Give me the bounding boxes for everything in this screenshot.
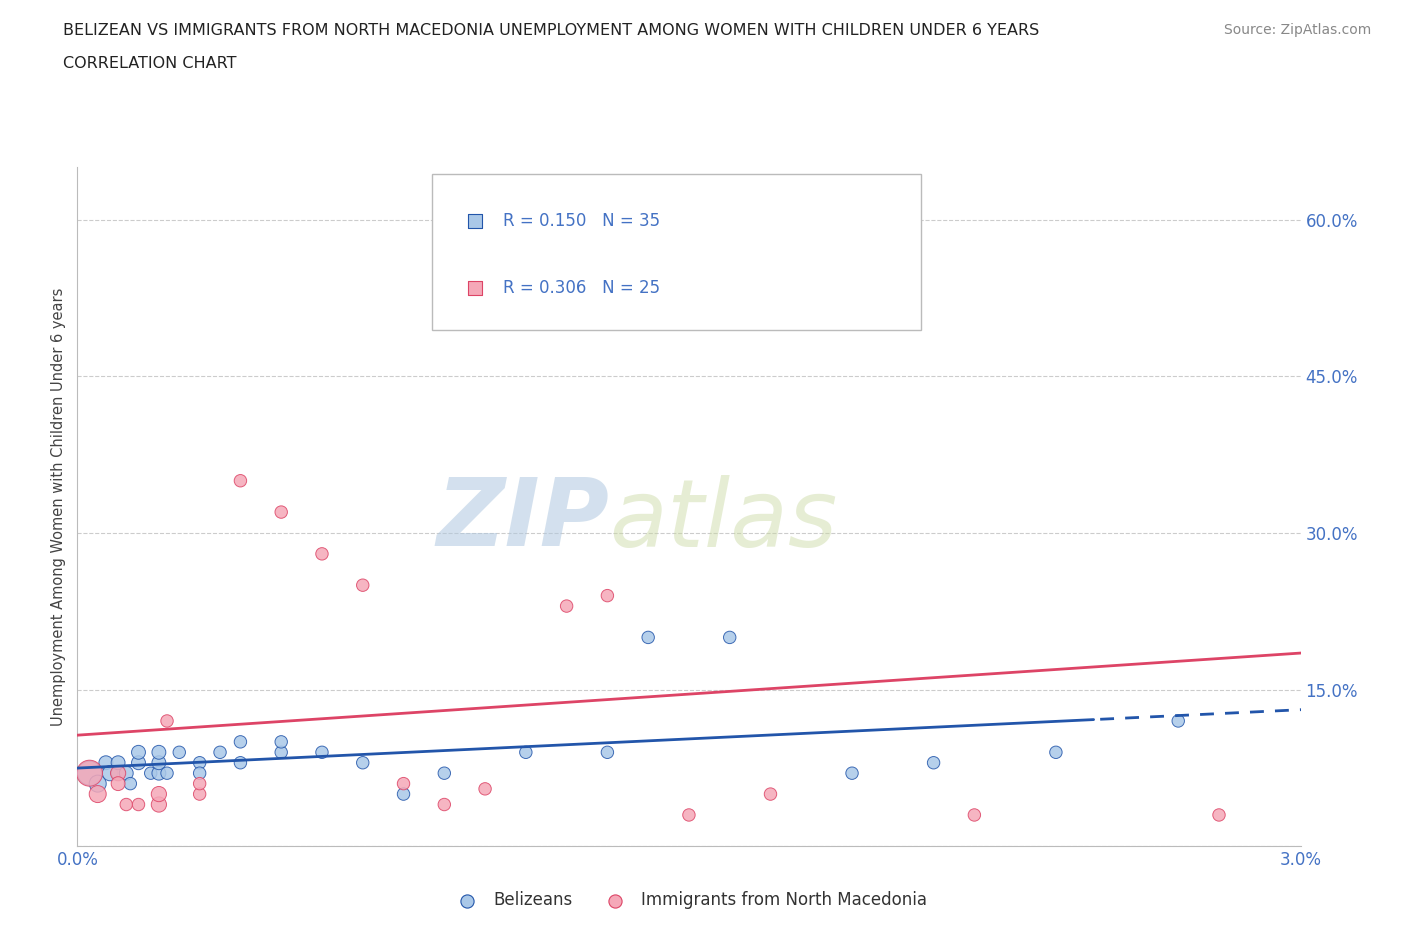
Point: [963, 807, 986, 822]
Text: BELIZEAN VS IMMIGRANTS FROM NORTH MACEDONIA UNEMPLOYMENT AMONG WOMEN WITH CHILDR: BELIZEAN VS IMMIGRANTS FROM NORTH MACEDO…: [63, 23, 1039, 38]
Point: [1167, 713, 1189, 728]
Point: [433, 765, 456, 780]
Point: [270, 505, 292, 520]
Point: [270, 735, 292, 750]
Point: [188, 765, 211, 780]
Y-axis label: Unemployment Among Women with Children Under 6 years: Unemployment Among Women with Children U…: [51, 287, 66, 726]
Point: [229, 735, 252, 750]
Point: [128, 745, 150, 760]
Point: [555, 599, 578, 614]
Point: [115, 765, 138, 780]
Point: [311, 547, 333, 562]
Point: [188, 755, 211, 770]
Point: [474, 781, 496, 796]
Point: [148, 787, 170, 802]
Point: [156, 713, 179, 728]
Point: [392, 777, 415, 791]
Point: [229, 473, 252, 488]
Point: [515, 745, 537, 760]
Point: [156, 765, 179, 780]
Point: [841, 264, 863, 279]
Point: [107, 765, 129, 780]
Point: [148, 745, 170, 760]
Point: [311, 745, 333, 760]
Point: [148, 797, 170, 812]
Point: [209, 745, 232, 760]
Point: [120, 777, 142, 791]
Point: [94, 755, 117, 770]
Text: CORRELATION CHART: CORRELATION CHART: [63, 56, 236, 71]
Point: [1045, 745, 1067, 760]
Point: [107, 765, 129, 780]
Point: [596, 745, 619, 760]
Point: [87, 777, 110, 791]
Point: [718, 630, 741, 644]
Point: [115, 797, 138, 812]
FancyBboxPatch shape: [432, 174, 921, 330]
Point: [107, 777, 129, 791]
Text: R = 0.150   N = 35: R = 0.150 N = 35: [503, 212, 661, 230]
Point: [637, 630, 659, 644]
Point: [169, 745, 191, 760]
Legend: Belizeans, Immigrants from North Macedonia: Belizeans, Immigrants from North Macedon…: [444, 884, 934, 916]
Point: [87, 787, 110, 802]
Point: [352, 755, 374, 770]
Point: [759, 787, 782, 802]
Point: [229, 755, 252, 770]
Point: [148, 755, 170, 770]
Point: [148, 765, 170, 780]
Point: [392, 787, 415, 802]
Text: atlas: atlas: [609, 475, 838, 566]
Point: [107, 755, 129, 770]
Point: [79, 765, 101, 780]
Point: [98, 765, 121, 780]
Point: [128, 755, 150, 770]
Point: [79, 765, 101, 780]
Text: Source: ZipAtlas.com: Source: ZipAtlas.com: [1223, 23, 1371, 37]
Point: [1208, 807, 1230, 822]
Point: [188, 787, 211, 802]
Point: [678, 807, 700, 822]
Point: [270, 745, 292, 760]
Text: R = 0.306   N = 25: R = 0.306 N = 25: [503, 279, 661, 297]
Point: [139, 765, 162, 780]
Point: [596, 588, 619, 603]
Point: [352, 578, 374, 592]
Point: [128, 797, 150, 812]
Point: [841, 765, 863, 780]
Point: [188, 777, 211, 791]
Text: ZIP: ZIP: [436, 474, 609, 566]
Point: [922, 755, 945, 770]
Point: [433, 797, 456, 812]
